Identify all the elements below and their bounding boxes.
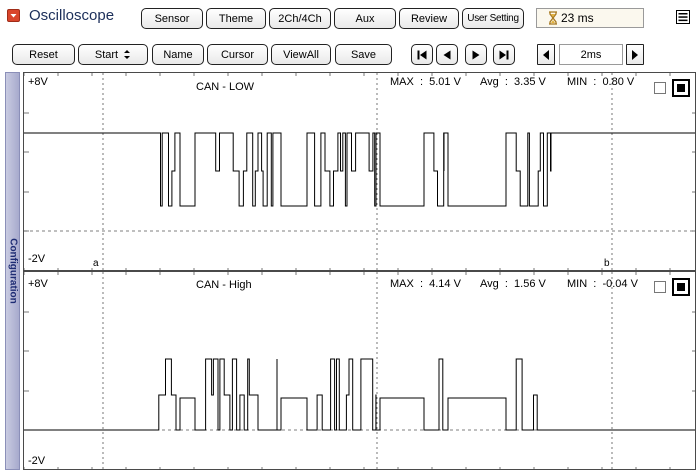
prev-page-button[interactable] (436, 44, 458, 65)
next-page-button[interactable] (465, 44, 487, 65)
channel-2-panel[interactable]: +8V CAN - High MAX : 4.14 V Avg : 1.56 V… (23, 271, 696, 470)
hamburger-menu-icon[interactable] (676, 10, 690, 24)
timer-display: 23 ms (536, 8, 644, 28)
channel-1-max: MAX : 5.01 V (390, 76, 461, 88)
reset-button[interactable]: Reset (12, 44, 75, 65)
left-arrow-icon (543, 49, 549, 60)
channel-1-top-scale: +8V (28, 76, 48, 88)
last-page-button[interactable] (493, 44, 515, 65)
skip-start-icon (417, 50, 427, 59)
channel-1-min: MIN : 0.80 V (567, 76, 635, 88)
tab-user-setting[interactable]: User Setting (462, 8, 524, 29)
hourglass-icon (549, 11, 557, 25)
channel-2-top-scale: +8V (28, 278, 48, 290)
right-arrow-icon (632, 49, 638, 60)
channel-2-min: MIN : -0.04 V (567, 278, 638, 290)
channel-2-color-button[interactable] (672, 278, 690, 296)
cursor-a-label: a (93, 258, 99, 269)
channel-2-max: MAX : 4.14 V (390, 278, 461, 290)
first-page-button[interactable] (411, 44, 433, 65)
timebase-increase-button[interactable] (626, 44, 644, 65)
configuration-tab-label: Configuration (7, 238, 18, 304)
timebase-value[interactable]: 2ms (559, 44, 623, 65)
channel-2-checkbox[interactable] (654, 281, 666, 293)
channel-2-plot[interactable] (24, 272, 696, 470)
tab-review[interactable]: Review (399, 8, 459, 29)
tab-sensor[interactable]: Sensor (141, 8, 203, 29)
tab-theme[interactable]: Theme (206, 8, 266, 29)
timebase-decrease-button[interactable] (537, 44, 555, 65)
start-select[interactable]: Start (78, 44, 148, 65)
configuration-tab[interactable]: Configuration (5, 72, 20, 470)
channel-1-name: CAN - LOW (196, 81, 255, 93)
cursor-b-label: b (604, 258, 610, 269)
menu-dropdown-icon[interactable] (7, 9, 20, 22)
channel-1-avg: Avg : 3.35 V (480, 76, 546, 88)
channel-1-plot[interactable] (24, 73, 696, 271)
step-forward-icon (472, 50, 480, 59)
viewall-button[interactable]: ViewAll (271, 44, 331, 65)
channel-1-color-button[interactable] (672, 79, 690, 97)
channel-1-checkbox[interactable] (654, 82, 666, 94)
app-title: Oscilloscope (29, 7, 115, 24)
tab-2ch-4ch[interactable]: 2Ch/4Ch (269, 8, 331, 29)
step-back-icon (443, 50, 451, 59)
start-label: Start (94, 48, 119, 61)
updown-arrow-icon (124, 50, 131, 59)
tab-aux[interactable]: Aux (334, 8, 396, 29)
timer-value: 23 ms (561, 11, 594, 25)
cursor-button[interactable]: Cursor (207, 44, 268, 65)
channel-2-name: CAN - High (196, 279, 252, 291)
name-button[interactable]: Name (152, 44, 204, 65)
skip-end-icon (499, 50, 509, 59)
channel-2-avg: Avg : 1.56 V (480, 278, 546, 290)
channel-2-bottom-scale: -2V (28, 455, 46, 467)
channel-1-panel[interactable]: +8V CAN - LOW MAX : 5.01 V Avg : 3.35 V … (23, 72, 696, 271)
save-button[interactable]: Save (335, 44, 392, 65)
channel-1-bottom-scale: -2V (28, 253, 46, 265)
